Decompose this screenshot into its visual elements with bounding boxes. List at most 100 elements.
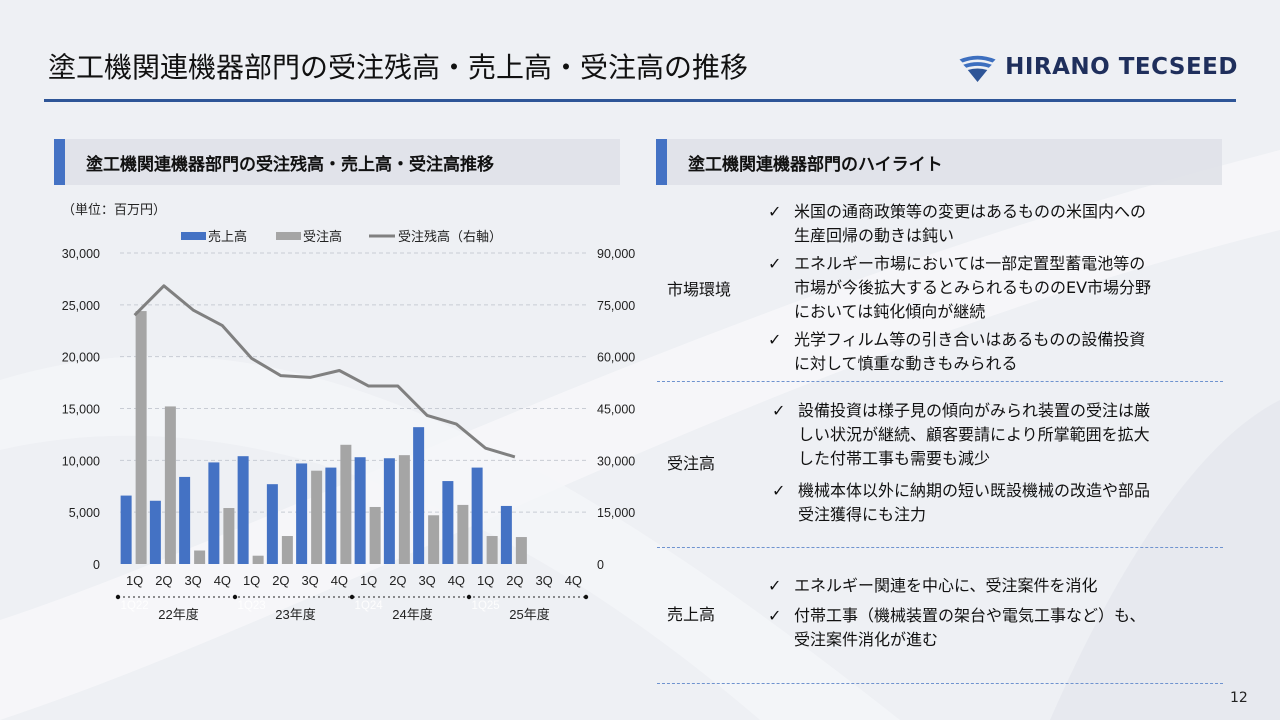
sales-bar	[383, 458, 395, 564]
x-tick-label: 2Q	[506, 573, 523, 588]
sales-bar	[266, 484, 278, 564]
highlight-text-line: 光学フィルム等の引き合いはあるものの設備投資	[794, 330, 1146, 349]
legend-swatch-orders	[276, 232, 301, 240]
x-tick-label: 2Q	[155, 573, 172, 588]
fiscal-year-divider-dot	[349, 594, 355, 600]
highlight-text-line: においては鈍化傾向が継続	[794, 302, 986, 321]
x-tick-label: 4Q	[214, 573, 231, 588]
company-emblem-icon	[959, 55, 996, 83]
highlight-text: 米国の通商政策等の変更はあるものの米国内への 生産回帰の動きは鈍い	[794, 200, 1146, 248]
highlight-bullet: ✓ 設備投資は様子見の傾向がみられ装置の受注は厳 しい状況が継続、顧客要請により所掌…	[772, 399, 1150, 471]
highlight-category-label: 受注高	[667, 454, 716, 473]
orders-bar	[252, 555, 264, 564]
checkmark-icon: ✓	[768, 606, 782, 625]
page-title: 塗工機関連機器部門の受注残高・売上高・受注高の推移	[48, 51, 749, 84]
checkmark-icon: ✓	[772, 401, 786, 420]
highlight-text-line: 機械本体以外に納期の短い既設機械の改造や部品	[798, 481, 1151, 500]
sales-bar	[471, 467, 483, 564]
checkmark-icon: ✓	[768, 202, 782, 221]
highlight-category-label: 売上高	[667, 605, 716, 624]
x-tick-label: 1Q	[360, 573, 377, 588]
fiscal-year-label: 25年度	[509, 607, 549, 622]
y-left-tick-label: 15,000	[62, 403, 100, 417]
highlight-text-line: 受注獲得にも注力	[798, 505, 927, 524]
highlight-text-line: 市場が今後拡大するとみられるもののEV市場分野	[794, 278, 1152, 297]
sales-bar	[325, 467, 337, 564]
orders-bar	[428, 515, 440, 564]
fiscal-year-divider-dot	[466, 594, 472, 600]
highlight-text-line: エネルギー市場においては一部定置型蓄電池等の	[794, 254, 1146, 273]
legend-swatch-sales	[181, 232, 206, 240]
y-right-tick-label: 45,000	[597, 403, 635, 417]
highlight-divider	[657, 683, 1223, 684]
sales-bar	[237, 456, 249, 564]
y-right-tick-label: 30,000	[597, 454, 635, 468]
x-tick-label: 3Q	[535, 573, 552, 588]
orders-bar	[311, 470, 323, 564]
x-tick-label: 1Q	[126, 573, 143, 588]
y-right-tick-label: 60,000	[597, 351, 635, 365]
unit-label: （単位：百万円）	[62, 202, 166, 217]
highlight-bullet: ✓ 付帯工事（機械装置の架台や電気工事など）も、 受注案件消化が進む	[768, 604, 1146, 652]
highlight-bullet: ✓ エネルギー関連を中心に、受注案件を消化	[768, 574, 1098, 598]
sales-bar	[208, 462, 220, 564]
highlight-bullet: ✓ 米国の通商政策等の変更はあるものの米国内への 生産回帰の動きは鈍い	[768, 200, 1146, 248]
checkmark-icon: ✓	[768, 330, 782, 349]
legend-label: 受注高	[303, 229, 342, 244]
sales-bar	[149, 500, 161, 564]
highlight-divider	[657, 381, 1223, 382]
sales-bar	[442, 481, 454, 564]
highlight-text-line: に対して慎重な動きもみられる	[794, 354, 1018, 373]
y-left-tick-label: 25,000	[62, 299, 100, 313]
orders-bar	[515, 537, 527, 564]
watermark-year-label: 1Q25	[472, 600, 500, 612]
y-left-tick-label: 30,000	[62, 247, 100, 261]
fiscal-year-divider-dot	[115, 594, 121, 600]
sales-bar	[413, 427, 425, 564]
orders-bar	[135, 311, 147, 564]
title-rule	[44, 99, 1236, 102]
y-right-tick-label: 75,000	[597, 299, 635, 313]
highlight-text: 付帯工事（機械装置の架台や電気工事など）も、 受注案件消化が進む	[794, 604, 1146, 652]
fiscal-year-label: 24年度	[392, 607, 432, 622]
fiscal-year-divider-dot	[232, 594, 238, 600]
highlight-text-line: 設備投資は様子見の傾向がみられ装置の受注は厳	[798, 401, 1151, 420]
x-tick-label: 2Q	[272, 573, 289, 588]
x-tick-label: 1Q	[477, 573, 494, 588]
highlight-bullet: ✓ エネルギー市場においては一部定置型蓄電池等の 市場が今後拡大するとみられるものの…	[768, 252, 1151, 324]
watermark-year-label: 1Q24	[355, 600, 384, 612]
y-left-tick-label: 10,000	[62, 454, 100, 468]
highlight-text-line: した付帯工事も需要も減少	[798, 449, 991, 468]
y-right-tick-label: 0	[597, 558, 604, 572]
orders-bar	[486, 536, 498, 564]
highlight-bullet: ✓ 光学フィルム等の引き合いはあるものの設備投資 に対して慎重な動きもみられる	[768, 328, 1145, 376]
y-left-tick-label: 0	[93, 558, 100, 572]
fiscal-year-divider-dot	[583, 594, 589, 600]
backlog-line	[133, 284, 516, 459]
highlight-text: エネルギー関連を中心に、受注案件を消化	[794, 574, 1098, 598]
x-tick-label: 3Q	[301, 573, 318, 588]
logo-text: HIRANO TECSEED	[1005, 54, 1238, 80]
highlight-text-line: しい状況が継続、顧客要請により所掌範囲を拡大	[798, 425, 1150, 444]
watermark-year-label: 1Q22	[121, 600, 149, 612]
x-tick-label: 2Q	[389, 573, 406, 588]
x-tick-label: 4Q	[448, 573, 465, 588]
fiscal-year-label: 23年度	[275, 607, 315, 622]
highlight-text-line: 生産回帰の動きは鈍い	[794, 226, 955, 245]
highlight-text: 機械本体以外に納期の短い既設機械の改造や部品 受注獲得にも注力	[798, 479, 1150, 527]
highlight-text-line: 米国の通商政策等の変更はあるものの米国内への	[794, 202, 1147, 221]
highlight-text: エネルギー市場においては一部定置型蓄電池等の 市場が今後拡大するとみられるもののE…	[794, 252, 1151, 324]
x-tick-label: 3Q	[184, 573, 201, 588]
sales-bar	[500, 505, 512, 564]
orders-bar	[164, 406, 176, 564]
highlight-text-line: 受注案件消化が進む	[794, 630, 939, 649]
sales-bar	[179, 476, 191, 564]
highlight-category-label: 市場環境	[667, 280, 732, 299]
legend-label: 受注残高（右軸）	[398, 229, 502, 244]
x-tick-label: 4Q	[565, 573, 582, 588]
page-number: 12	[1230, 690, 1248, 706]
legend-label: 売上高	[208, 229, 247, 244]
watermark-year-label: 1Q23	[238, 600, 266, 612]
checkmark-icon: ✓	[772, 481, 786, 500]
fiscal-year-label: 22年度	[158, 607, 198, 622]
